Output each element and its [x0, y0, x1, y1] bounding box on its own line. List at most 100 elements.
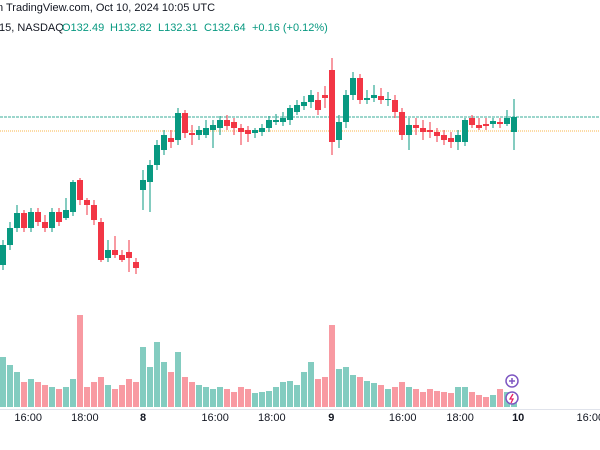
volume-bar	[210, 389, 216, 407]
candle-body	[413, 125, 419, 128]
volume-bar	[329, 325, 335, 407]
candle-body	[70, 182, 76, 212]
candle-body	[42, 222, 48, 228]
x-tick-label: 16:00	[14, 412, 42, 424]
candle-body	[14, 213, 20, 228]
x-tick-label: 18:00	[71, 412, 99, 424]
candle-body	[119, 255, 125, 260]
volume-bar	[287, 381, 293, 407]
candle-body	[399, 112, 405, 135]
marks: 16:00 18:00 8 16:00 18:00 9 16:00 18:00 10 16:00	[0, 58, 600, 424]
candle-body	[231, 122, 237, 128]
indicator-icon[interactable]	[505, 374, 519, 388]
candle-body	[35, 212, 41, 222]
volume-bar	[350, 375, 356, 407]
candle-body	[357, 78, 363, 100]
candle-body	[434, 132, 440, 136]
x-tick-label: 10	[512, 412, 524, 424]
volume-bar	[105, 385, 111, 407]
candle-body	[371, 95, 377, 98]
candle-body	[245, 130, 251, 134]
volume-bar	[49, 387, 55, 407]
candle-body	[112, 250, 118, 255]
volume-bar	[252, 393, 258, 407]
candle-body	[28, 212, 34, 228]
volume-bar	[364, 381, 370, 407]
candle-body	[154, 145, 160, 165]
candle-body	[308, 95, 314, 102]
volume-bar	[133, 382, 139, 407]
volume-bar	[497, 389, 503, 407]
x-tick-label: 18:00	[258, 412, 286, 424]
volume-bar	[245, 389, 251, 407]
candle-body	[329, 70, 335, 142]
volume-bar	[35, 382, 41, 407]
ohlc-close: C132.64	[204, 22, 246, 34]
candle-body	[448, 138, 454, 142]
volume-bar	[490, 395, 496, 407]
candle-body	[140, 180, 146, 190]
candle-body	[294, 105, 300, 112]
volume-bar	[28, 379, 34, 407]
volume-bar	[217, 387, 223, 407]
alert-icon[interactable]	[505, 391, 519, 405]
candle-body	[483, 124, 489, 126]
candle-body	[105, 250, 111, 258]
candle-body	[217, 120, 223, 128]
candle-body	[287, 108, 293, 120]
volume-bar	[315, 379, 321, 407]
volume-bar	[126, 379, 132, 407]
candle-body	[315, 100, 321, 110]
candle-body	[301, 102, 307, 106]
candle-body	[266, 120, 272, 128]
candle-body	[322, 95, 328, 98]
volume-bar	[469, 392, 475, 407]
volume-bar	[140, 347, 146, 407]
candle-body	[7, 228, 13, 245]
candle-body	[273, 120, 279, 122]
volume-bar	[147, 367, 153, 407]
candle-body	[224, 120, 230, 126]
candle-body	[189, 133, 195, 135]
candle-body	[343, 95, 349, 122]
volume-bar	[357, 377, 363, 407]
candle-body	[63, 210, 69, 218]
candle-body	[504, 118, 510, 124]
volume-bar	[168, 372, 174, 407]
volume-bar	[294, 385, 300, 407]
volume-bar	[378, 385, 384, 407]
volume-bar	[448, 393, 454, 407]
volume-bar	[98, 377, 104, 407]
candle-body	[385, 99, 391, 100]
x-tick-label: 16:00	[577, 412, 600, 424]
candle-body	[378, 96, 384, 100]
candle-body	[238, 128, 244, 132]
candle-body	[98, 222, 104, 260]
volume-bar	[455, 387, 461, 407]
candle-body	[350, 78, 356, 95]
volume-bar	[224, 389, 230, 407]
candle-body	[364, 98, 370, 100]
volume-bar	[21, 382, 27, 407]
candle-body	[175, 113, 181, 140]
volume-bar	[7, 365, 13, 407]
candle-body	[427, 130, 433, 132]
volume-bar	[231, 392, 237, 407]
candle-body	[336, 122, 342, 140]
volume-bar	[427, 389, 433, 407]
ohlc-high: H132.82	[110, 22, 152, 34]
volume-bar	[42, 385, 48, 407]
candle-body	[168, 138, 174, 142]
candle-body	[490, 121, 496, 124]
candle-body	[420, 128, 426, 132]
x-tick-label: 8	[140, 412, 146, 424]
volume-bar	[476, 395, 482, 407]
volume-bar	[406, 387, 412, 407]
candle-body	[196, 130, 202, 135]
candle-body	[49, 212, 55, 228]
ohlc-change: +0.16 (+0.12%)	[252, 22, 328, 34]
volume-bar	[14, 372, 20, 407]
candle-body	[126, 252, 132, 258]
volume-bar	[483, 397, 489, 407]
header-title: n TradingView.com, Oct 10, 2024 10:05 UT…	[0, 2, 215, 14]
